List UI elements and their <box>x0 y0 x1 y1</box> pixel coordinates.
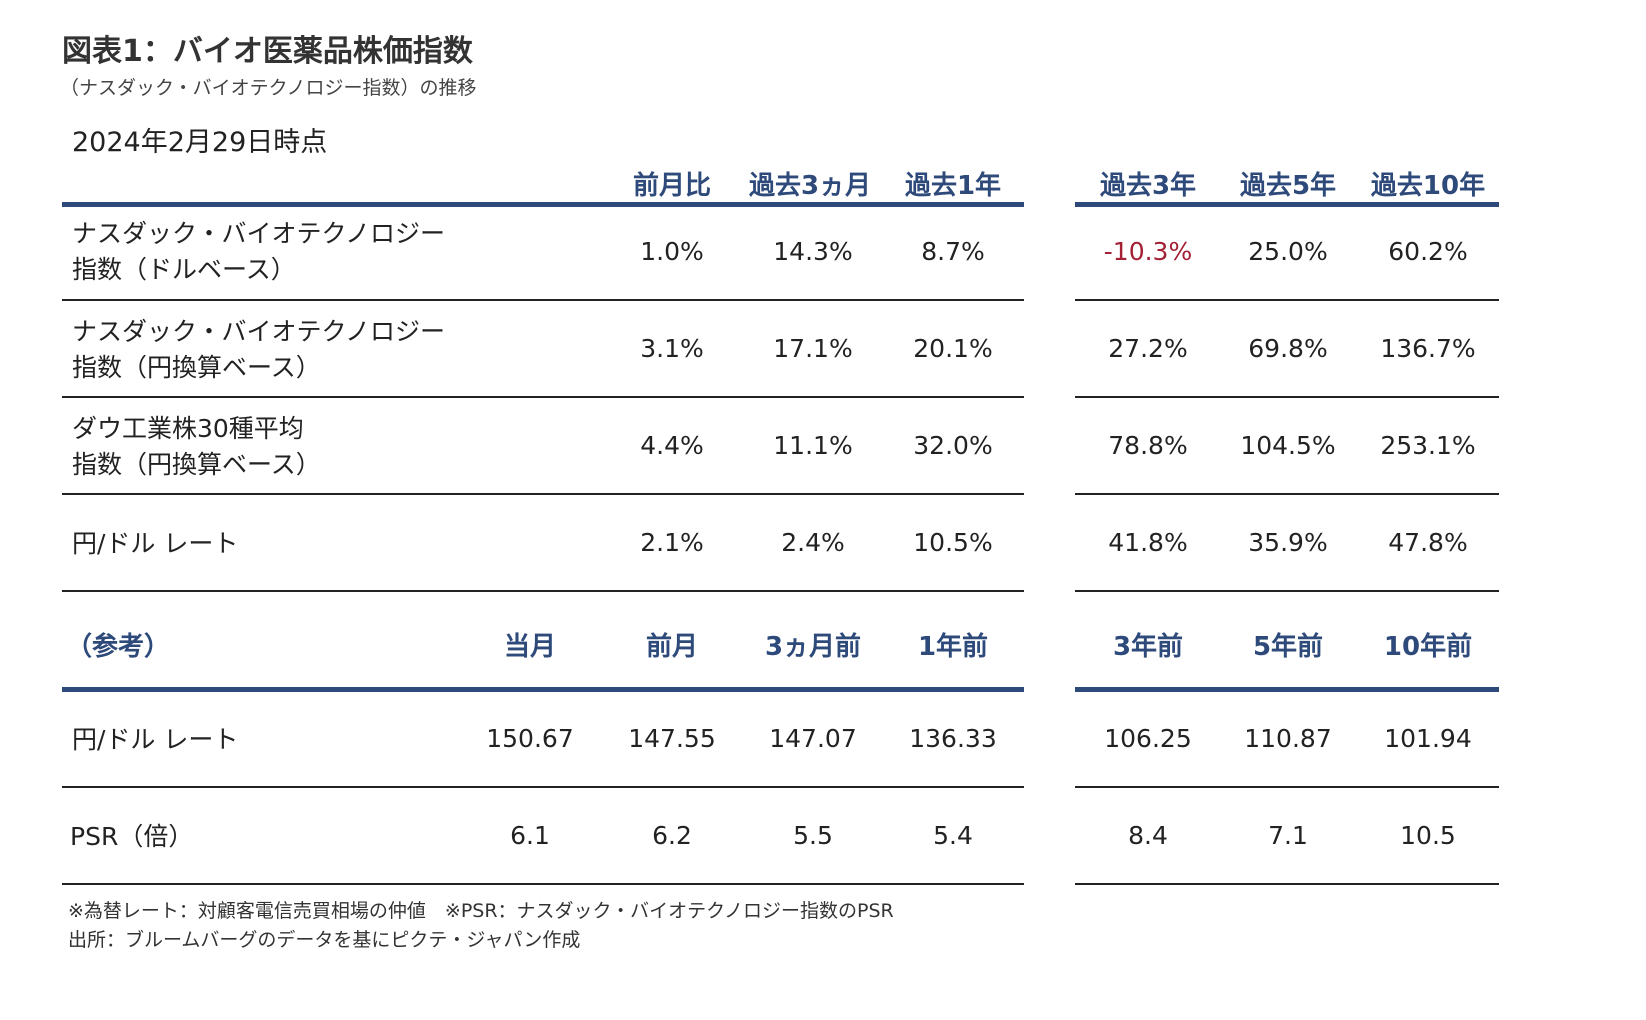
table-cell: 2.1% <box>640 528 704 557</box>
table-cell: 3.1% <box>640 334 704 363</box>
table-cell: 147.55 <box>628 724 716 753</box>
header-5y: 過去5年 <box>1239 171 1337 201</box>
row-label: 円/ドル レート <box>72 725 239 754</box>
header-1y: 過去1年 <box>904 171 1002 201</box>
header-1y-ago: 1年前 <box>917 632 989 662</box>
table-cell: 1.0% <box>640 237 704 266</box>
row-label: 円/ドル レート <box>72 529 239 558</box>
row-divider <box>62 786 1024 788</box>
footnote-definitions: ※為替レート：対顧客電信売買相場の仲値 ※PSR：ナスダック・バイオテクノロジー… <box>68 900 894 922</box>
reference-label: （参考） <box>66 632 171 662</box>
row-divider <box>62 493 1024 495</box>
table-cell-negative: -10.3% <box>1103 237 1193 266</box>
as-of-date: 2024年2月29日時点 <box>72 127 328 158</box>
row-label: ナスダック・バイオテクノロジー 指数（ドルベース） <box>72 219 446 284</box>
header-3y: 過去3年 <box>1099 171 1197 201</box>
row-divider <box>1075 396 1499 398</box>
header-mom: 前月比 <box>632 171 711 201</box>
table2-header-rule-left <box>62 687 1024 692</box>
header-3m-ago: 3ヵ月前 <box>764 632 862 662</box>
table-cell: 78.8% <box>1108 431 1188 460</box>
footnote-source: 出所：ブルームバーグのデータを基にピクテ・ジャパン作成 <box>68 929 581 951</box>
table-cell: 8.4 <box>1128 821 1168 850</box>
header-10y: 過去10年 <box>1370 171 1486 201</box>
header-current-month: 当月 <box>503 632 556 662</box>
table2-header-rule-right <box>1075 687 1499 692</box>
header-10y-ago: 10年前 <box>1383 632 1473 662</box>
row-label: PSR（倍） <box>70 822 194 851</box>
table-cell: 4.4% <box>640 431 704 460</box>
row-divider <box>62 299 1024 301</box>
table-cell: 6.1 <box>510 821 550 850</box>
table-cell: 6.2 <box>652 821 692 850</box>
table-cell: 2.4% <box>781 528 845 557</box>
table-cell: 136.7% <box>1380 334 1476 363</box>
row-divider <box>1075 299 1499 301</box>
table-cell: 147.07 <box>769 724 857 753</box>
table-cell: 10.5 <box>1400 821 1456 850</box>
table-cell: 101.94 <box>1384 724 1472 753</box>
row-divider <box>1075 493 1499 495</box>
row-divider <box>62 396 1024 398</box>
table-cell: 136.33 <box>909 724 997 753</box>
table-cell: 35.9% <box>1248 528 1328 557</box>
table-cell: 41.8% <box>1108 528 1188 557</box>
table-cell: 14.3% <box>773 237 853 266</box>
row-divider <box>62 883 1024 885</box>
table-cell: 60.2% <box>1388 237 1468 266</box>
row-label: ダウ工業株30種平均 指数（円換算ベース） <box>72 414 321 479</box>
table-cell: 106.25 <box>1104 724 1192 753</box>
page-subtitle: （ナスダック・バイオテクノロジー指数）の推移 <box>60 77 477 99</box>
row-divider <box>1075 883 1499 885</box>
table-cell: 104.5% <box>1240 431 1336 460</box>
table-cell: 7.1 <box>1268 821 1308 850</box>
header-3m: 過去3ヵ月 <box>748 171 872 201</box>
header-prev-month: 前月 <box>645 632 698 662</box>
row-divider <box>62 590 1024 592</box>
table-cell: 20.1% <box>913 334 993 363</box>
table-cell: 150.67 <box>486 724 574 753</box>
row-divider <box>1075 590 1499 592</box>
row-label: ナスダック・バイオテクノロジー 指数（円換算ベース） <box>72 317 446 382</box>
header-5y-ago: 5年前 <box>1252 632 1324 662</box>
table-cell: 5.4 <box>933 821 973 850</box>
table-cell: 253.1% <box>1380 431 1476 460</box>
header-3y-ago: 3年前 <box>1112 632 1184 662</box>
table-cell: 17.1% <box>773 334 853 363</box>
table-cell: 32.0% <box>913 431 993 460</box>
table-cell: 110.87 <box>1244 724 1332 753</box>
table1-header-rule-left <box>62 202 1024 207</box>
table-cell: 47.8% <box>1388 528 1468 557</box>
row-divider <box>1075 786 1499 788</box>
page-title: 図表1：バイオ医薬品株価指数 <box>62 34 473 69</box>
table-cell: 27.2% <box>1108 334 1188 363</box>
table1-header-rule-right <box>1075 202 1499 207</box>
table-cell: 11.1% <box>773 431 853 460</box>
table-cell: 8.7% <box>921 237 985 266</box>
table-cell: 69.8% <box>1248 334 1328 363</box>
table-cell: 5.5 <box>793 821 833 850</box>
table-cell: 10.5% <box>913 528 993 557</box>
table-cell: 25.0% <box>1248 237 1328 266</box>
